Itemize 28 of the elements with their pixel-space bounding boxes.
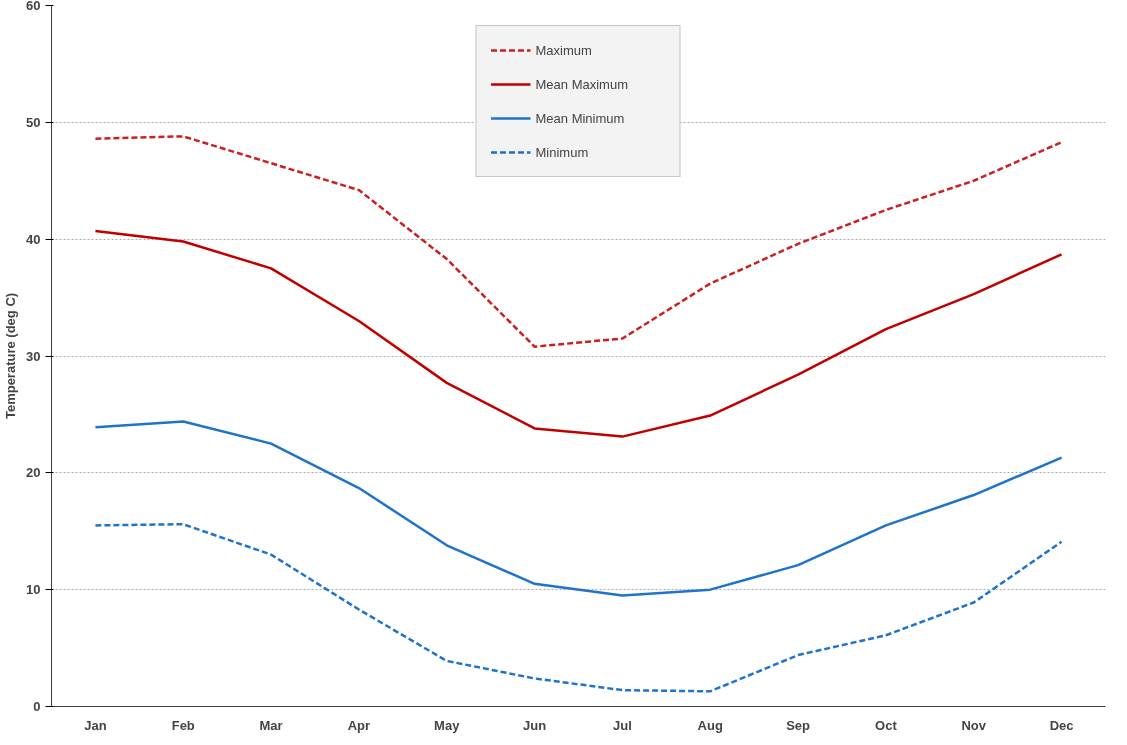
- line-series: [94, 522, 1063, 693]
- x-tick-label: Dec: [1049, 717, 1074, 733]
- x-tick-label: Jul: [613, 717, 632, 733]
- legend-label: Maximum: [535, 42, 593, 58]
- x-tick-label: Jun: [523, 717, 547, 733]
- y-tick-label: 60: [26, 0, 41, 13]
- x-tick-label: Sep: [786, 717, 811, 733]
- legend-label: Minimum: [535, 144, 590, 160]
- legend-label: Mean Minimum: [535, 110, 626, 126]
- x-tick-label: Mar: [259, 717, 283, 733]
- legend-label: Mean Maximum: [535, 76, 629, 92]
- x-tick-label: Feb: [171, 717, 195, 733]
- y-tick-label: 40: [26, 231, 41, 247]
- line-series: [94, 135, 1063, 348]
- y-tick-label: 20: [26, 465, 41, 481]
- x-tick-label: Apr: [347, 717, 371, 733]
- y-tick-label: 10: [26, 582, 41, 598]
- y-axis-title: Temperature (deg C): [3, 292, 19, 420]
- line-series: [94, 420, 1063, 597]
- x-tick-label: Jan: [84, 717, 107, 733]
- x-tick-label: Nov: [961, 717, 987, 733]
- y-tick-label: 30: [26, 348, 41, 364]
- y-tick-label: 50: [26, 114, 41, 130]
- y-tick-label: 0: [33, 699, 41, 714]
- line-series: [94, 229, 1063, 438]
- x-tick-label: Oct: [875, 717, 898, 733]
- x-tick-label: May: [434, 717, 461, 733]
- x-tick-label: Aug: [697, 717, 723, 733]
